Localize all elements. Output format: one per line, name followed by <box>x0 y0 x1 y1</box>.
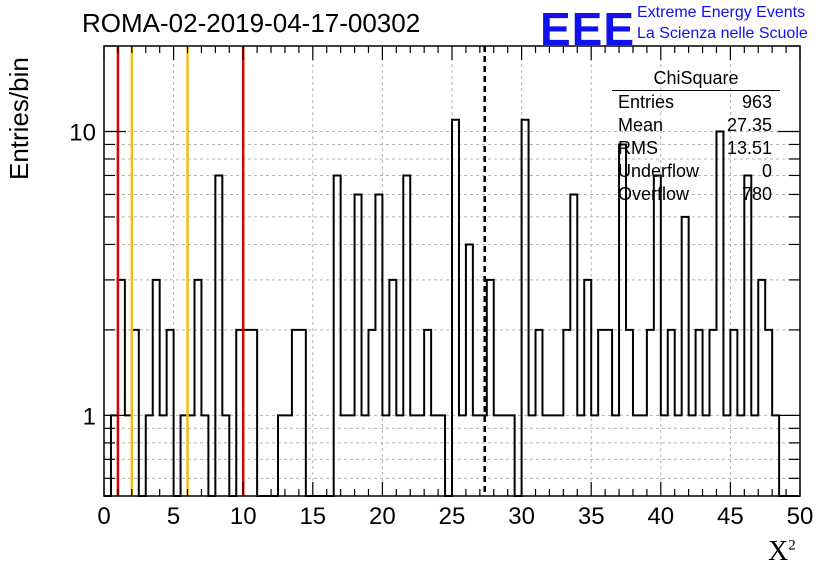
x-tick-label: 30 <box>508 503 535 530</box>
stats-value: 780 <box>741 184 772 204</box>
y-axis-label: Entries/bin <box>4 57 35 180</box>
x-tick-label: 10 <box>230 503 257 530</box>
x-axis-label-sup: 2 <box>788 537 796 554</box>
x-tick-label: 20 <box>369 503 396 530</box>
logo-mark: EEE <box>540 3 636 55</box>
stats-label: Mean <box>618 115 664 135</box>
stats-label: Underflow <box>618 161 700 181</box>
x-tick-label: 25 <box>439 503 466 530</box>
x-axis-label-text: X <box>768 536 789 567</box>
stats-row-overflow: Overflow 780 <box>612 183 780 206</box>
logo-line-2: La Scienza nelle Scuole <box>637 25 808 42</box>
axes: 0 5 10 15 20 25 30 35 40 45 50 1 10 <box>69 45 814 530</box>
stats-row-mean: Mean 27.35 <box>612 114 780 137</box>
stats-title: ChiSquare <box>612 66 780 91</box>
stats-label: Entries <box>618 92 675 112</box>
x-tick-label: 5 <box>167 503 180 530</box>
chart-title: ROMA-02-2019-04-17-00302 <box>82 8 421 38</box>
logo-line-1: Extreme Energy Events <box>637 4 806 21</box>
y-tick-label: 10 <box>69 119 96 146</box>
stats-value: 963 <box>741 92 772 112</box>
stats-row-entries: Entries 963 <box>612 91 780 114</box>
stats-label: RMS <box>618 138 658 158</box>
stats-row-rms: RMS 13.51 <box>612 137 780 160</box>
x-tick-label: 15 <box>299 503 326 530</box>
y-axis-label-text: Entries/bin <box>4 57 34 180</box>
x-tick-label: 35 <box>578 503 605 530</box>
y-tick-label: 1 <box>83 403 96 430</box>
x-axis-label: X2 <box>768 536 796 568</box>
x-tick-label: 0 <box>97 503 110 530</box>
stats-value: 13.51 <box>726 138 772 158</box>
stats-value: 0 <box>761 161 772 181</box>
stats-box: ChiSquare Entries 963 Mean 27.35 RMS 13.… <box>612 66 780 206</box>
stats-value: 27.35 <box>726 115 772 135</box>
x-tick-label: 50 <box>787 503 814 530</box>
stats-row-underflow: Underflow 0 <box>612 160 780 183</box>
reference-lines <box>116 46 486 496</box>
x-tick-label: 40 <box>647 503 674 530</box>
x-tick-label: 45 <box>717 503 744 530</box>
stats-label: Overflow <box>618 184 690 204</box>
